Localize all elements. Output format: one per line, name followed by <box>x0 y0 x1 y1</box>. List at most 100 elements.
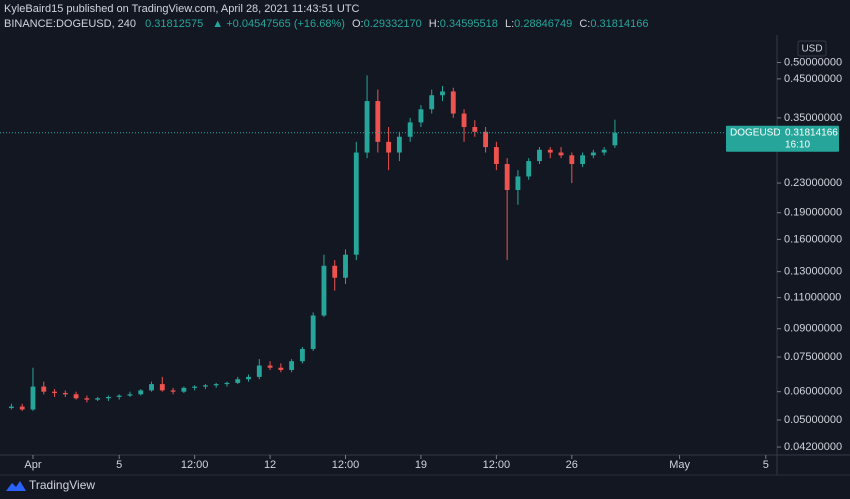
x-tick-label: May <box>669 459 690 471</box>
candle-body <box>461 113 467 128</box>
candle-body <box>181 387 187 392</box>
symbol: BINANCE:DOGEUSD, 240 <box>4 18 136 30</box>
candle-body <box>537 149 542 162</box>
candle-body <box>310 315 316 349</box>
candle-body <box>343 254 348 278</box>
ohlc-value: 0.29332170 <box>364 18 422 30</box>
candle-body <box>493 147 499 165</box>
candle-body <box>159 384 165 391</box>
candle-body <box>353 152 359 255</box>
x-tick-label: Apr <box>24 459 41 471</box>
candle-body <box>386 141 392 153</box>
x-tick-label: 5 <box>116 459 122 471</box>
candle-body <box>504 164 510 190</box>
candle-body <box>612 132 618 146</box>
change: ▲ +0.04547565 (+16.68%) <box>212 18 345 30</box>
y-tick-label: 0.05000000 <box>784 414 842 426</box>
candle-body <box>267 365 273 368</box>
candle-body <box>558 152 564 156</box>
ohlc-label: O: <box>352 18 364 30</box>
candle-body <box>62 392 68 395</box>
price-label-value: 0.31814166 <box>785 127 838 138</box>
x-tick-label: 12:00 <box>483 459 511 471</box>
candle-body <box>213 384 219 386</box>
candle-body <box>95 398 101 400</box>
candle-body <box>299 348 305 362</box>
candle-body <box>580 155 586 165</box>
candle-body <box>407 122 413 137</box>
price-label-countdown: 16:10 <box>785 139 810 150</box>
x-tick-label: 12 <box>264 459 276 471</box>
candle-body <box>8 406 14 409</box>
candle-body <box>450 91 456 114</box>
ohlc-label: L: <box>505 18 514 30</box>
price-label-box <box>726 125 839 152</box>
candle-body <box>149 384 154 391</box>
ohlc-value: 0.31814166 <box>590 18 648 30</box>
candle-body <box>440 91 445 96</box>
candle-body <box>569 155 575 165</box>
candle-body <box>472 127 478 132</box>
candle-body <box>526 161 532 177</box>
publisher-line: KyleBaird15 published on TradingView.com… <box>4 3 360 15</box>
x-tick-label: 12:00 <box>332 459 360 471</box>
currency-button <box>797 40 827 57</box>
candle-body <box>105 396 111 399</box>
candle-body <box>224 382 230 385</box>
candle-body <box>601 149 607 153</box>
candle-body <box>138 390 144 395</box>
y-tick-label: 0.04200000 <box>784 441 842 453</box>
candle-body <box>30 386 36 410</box>
candle-body <box>483 131 489 148</box>
candle-body <box>321 265 327 316</box>
symbol-line: BINANCE:DOGEUSD, 240 0.31812575 ▲ +0.045… <box>4 18 648 30</box>
candle-body <box>170 390 176 392</box>
x-tick-label: 26 <box>566 459 578 471</box>
y-tick-label: 0.06000000 <box>784 386 842 398</box>
candle-body <box>246 376 251 380</box>
y-tick-label: 0.16000000 <box>784 233 842 245</box>
candle-body <box>375 101 381 142</box>
candle-body <box>289 361 295 370</box>
ohlc-value: 0.34595518 <box>440 18 498 30</box>
price-label-symbol: DOGEUSD <box>730 127 781 138</box>
candle-body <box>547 149 553 153</box>
logo: TradingView <box>6 478 95 492</box>
y-tick-label: 0.45000000 <box>784 73 842 85</box>
candle-body <box>396 136 402 153</box>
candle-body <box>515 176 521 190</box>
candle-body <box>52 391 57 393</box>
last-price: 0.31812575 <box>145 18 203 30</box>
currency-button-label: USD <box>801 44 822 55</box>
candle-body <box>202 385 208 387</box>
candle-body <box>590 152 596 156</box>
y-tick-label: 0.13000000 <box>784 266 842 278</box>
x-tick-label: 5 <box>763 459 769 471</box>
candle-body <box>116 395 122 397</box>
candle-body <box>278 367 284 370</box>
logo-icon <box>6 481 26 491</box>
y-tick-label: 0.23000000 <box>784 177 842 189</box>
candle-body <box>235 379 241 383</box>
y-tick-label: 0.35000000 <box>784 112 842 124</box>
ohlc-label: H: <box>429 18 440 30</box>
candle-body <box>364 101 370 153</box>
ohlc-value: 0.28846749 <box>514 18 572 30</box>
y-tick-label: 0.11000000 <box>784 291 841 303</box>
candle-body <box>19 406 25 410</box>
brand: TradingView <box>29 478 95 492</box>
candle-body <box>84 398 90 400</box>
candle-body <box>332 265 338 278</box>
y-tick-label: 0.19000000 <box>784 207 842 219</box>
x-tick-label: 12:00 <box>181 459 209 471</box>
candle-body <box>418 109 424 123</box>
candle-body <box>41 386 47 392</box>
candle-body <box>429 95 435 110</box>
plot <box>0 75 777 411</box>
y-tick-label: 0.50000000 <box>784 56 842 68</box>
x-tick-label: 19 <box>415 459 427 471</box>
candle-body <box>73 394 79 399</box>
